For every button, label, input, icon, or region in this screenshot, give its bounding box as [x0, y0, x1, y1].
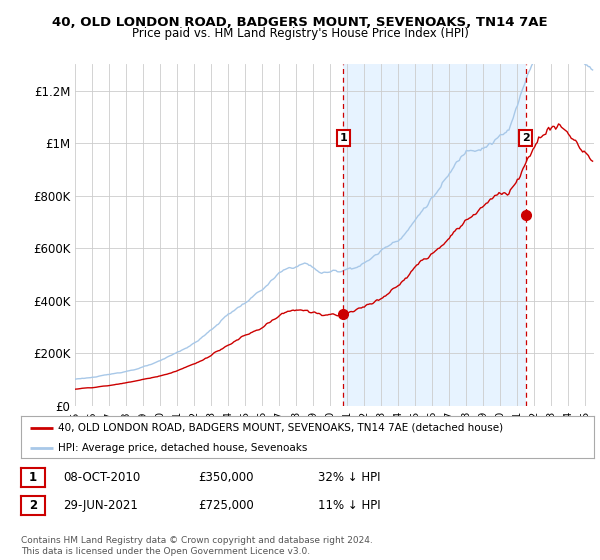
- Text: 11% ↓ HPI: 11% ↓ HPI: [318, 498, 380, 512]
- Text: 32% ↓ HPI: 32% ↓ HPI: [318, 470, 380, 484]
- Text: 1: 1: [340, 133, 347, 143]
- Text: 40, OLD LONDON ROAD, BADGERS MOUNT, SEVENOAKS, TN14 7AE (detached house): 40, OLD LONDON ROAD, BADGERS MOUNT, SEVE…: [58, 423, 503, 433]
- Text: Price paid vs. HM Land Registry's House Price Index (HPI): Price paid vs. HM Land Registry's House …: [131, 27, 469, 40]
- Text: 2: 2: [522, 133, 530, 143]
- Text: 29-JUN-2021: 29-JUN-2021: [63, 498, 138, 512]
- Text: HPI: Average price, detached house, Sevenoaks: HPI: Average price, detached house, Seve…: [58, 442, 308, 452]
- Text: Contains HM Land Registry data © Crown copyright and database right 2024.
This d: Contains HM Land Registry data © Crown c…: [21, 536, 373, 556]
- Text: £725,000: £725,000: [198, 498, 254, 512]
- Text: 08-OCT-2010: 08-OCT-2010: [63, 470, 140, 484]
- Text: 2: 2: [29, 498, 37, 512]
- Text: 40, OLD LONDON ROAD, BADGERS MOUNT, SEVENOAKS, TN14 7AE: 40, OLD LONDON ROAD, BADGERS MOUNT, SEVE…: [52, 16, 548, 29]
- Text: 1: 1: [29, 470, 37, 484]
- Bar: [343, 64, 526, 406]
- Text: £350,000: £350,000: [198, 470, 254, 484]
